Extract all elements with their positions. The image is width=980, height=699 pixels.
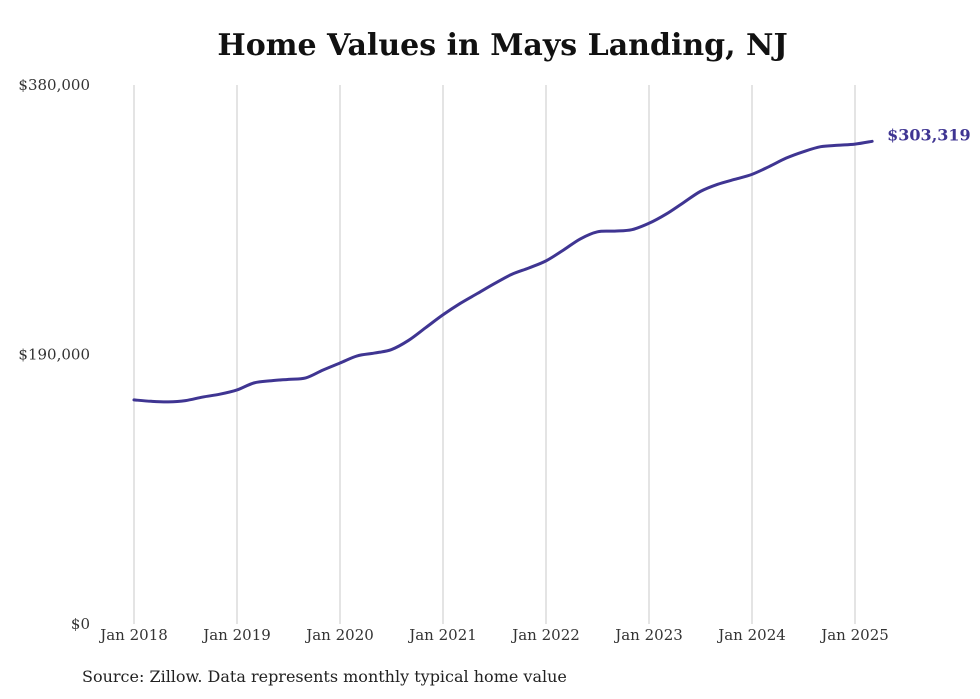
- x-tick-label: Jan 2023: [613, 626, 683, 644]
- x-tick-label: Jan 2021: [407, 626, 477, 644]
- x-tick-label: Jan 2020: [304, 626, 374, 644]
- x-axis-labels: Jan 2018 Jan 2019 Jan 2020 Jan 2021 Jan 2022…: [98, 626, 889, 644]
- y-tick-label: $380,000: [18, 76, 90, 94]
- x-tick-label: Jan 2018: [98, 626, 168, 644]
- chart-title: Home Values in Mays Landing, NJ: [217, 28, 788, 63]
- source-note: Source: Zillow. Data represents monthly …: [82, 667, 567, 686]
- gridlines: [133, 85, 856, 624]
- y-tick-label: $190,000: [18, 346, 90, 364]
- y-axis-labels: $0 $190,000 $380,000: [18, 76, 90, 633]
- latest-value-label: $303,319: [887, 125, 971, 144]
- x-tick-label: Jan 2024: [716, 626, 786, 644]
- x-tick-label: Jan 2025: [819, 626, 889, 644]
- y-tick-label: $0: [71, 615, 90, 633]
- x-tick-label: Jan 2019: [201, 626, 271, 644]
- home-value-line: [132, 139, 874, 404]
- x-tick-label: Jan 2022: [510, 626, 580, 644]
